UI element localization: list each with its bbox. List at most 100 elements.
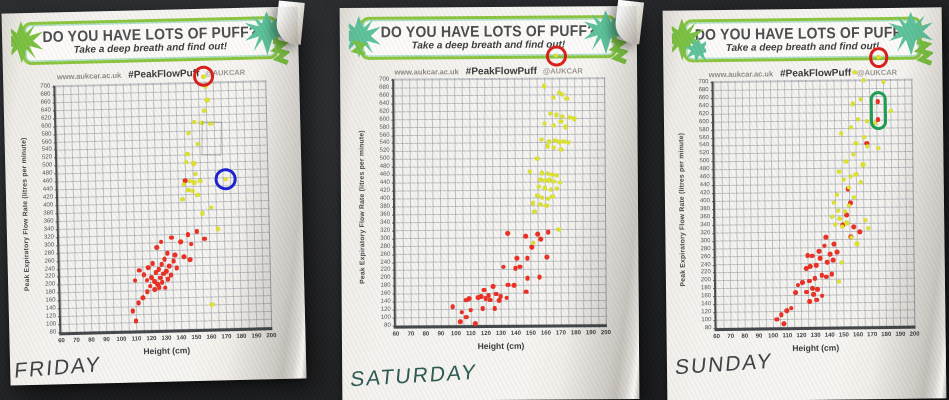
x-tick-mark (181, 329, 183, 333)
y-tick-mark (54, 181, 58, 183)
yellow-data-point (834, 192, 839, 197)
y-tick-label: 600 (379, 116, 390, 123)
y-tick-label: 520 (41, 154, 53, 162)
y-tick-mark (710, 121, 714, 123)
yellow-data-point (567, 115, 573, 120)
x-tick-mark (395, 325, 397, 329)
yellow-data-point (551, 179, 556, 184)
x-tick-mark (68, 332, 70, 336)
x-tick-mark (106, 331, 108, 335)
y-tick-label: 580 (699, 126, 710, 133)
y-tick-label: 700 (379, 76, 390, 83)
x-tick-mark (872, 326, 874, 330)
y-tick-label: 300 (700, 237, 711, 244)
red-data-point (152, 287, 158, 292)
yellow-data-point (539, 170, 544, 176)
yellow-data-point (210, 302, 215, 307)
red-data-point (463, 314, 469, 320)
red-data-point (804, 289, 810, 295)
red-data-point (136, 300, 142, 306)
x-tick-mark (794, 327, 796, 331)
links-row: www.aukcar.ac.uk #PeakFlowPuff @AUKCAR (340, 62, 637, 77)
x-tick-mark (538, 324, 540, 328)
y-tick-label: 600 (698, 118, 710, 125)
y-tick-label: 620 (40, 115, 52, 122)
y-tick-label: 480 (699, 166, 710, 173)
yellow-data-point (193, 171, 198, 176)
y-tick-mark (392, 317, 396, 319)
red-data-point (537, 275, 542, 280)
y-tick-mark (392, 222, 396, 224)
red-data-point (136, 268, 142, 273)
y-tick-mark (711, 185, 715, 187)
y-tick-mark (54, 173, 58, 175)
yellow-data-point (836, 169, 842, 174)
yellow-data-point (835, 208, 841, 213)
yellow-data-point (539, 137, 544, 142)
y-tick-mark (710, 105, 714, 107)
y-tick-mark (54, 157, 58, 159)
yellow-data-point (550, 172, 555, 177)
y-tick-mark (710, 113, 714, 115)
x-tick-label: 200 (266, 333, 277, 340)
yellow-data-point (539, 195, 545, 200)
yellow-data-point (860, 162, 866, 167)
red-data-point (150, 260, 156, 266)
red-data-point (523, 289, 529, 295)
red-data-point (187, 256, 193, 262)
y-tick-label: 220 (380, 267, 391, 274)
x-tick-mark (91, 331, 93, 335)
x-tick-mark (716, 328, 718, 332)
x-tick-mark (508, 324, 510, 328)
y-tick-label: 80 (704, 325, 712, 332)
x-tick-mark (737, 327, 739, 331)
handwritten-day-label: SUNDAY (674, 349, 774, 380)
red-data-point (188, 241, 194, 247)
plot-area: Height (cm) 80 100 120 140 160 180 200 220 240 26… (698, 47, 920, 353)
x-tick-mark (433, 325, 435, 329)
x-tick-mark (143, 330, 145, 334)
yellow-data-point (572, 116, 577, 121)
x-tick-mark (886, 325, 888, 330)
y-tick-label: 440 (699, 182, 710, 189)
yellow-data-point (542, 84, 547, 89)
y-tick-mark (56, 268, 60, 270)
yellow-data-point (550, 194, 555, 199)
y-tick-mark (391, 103, 395, 105)
y-tick-mark (391, 79, 395, 81)
y-tick-label: 540 (379, 140, 390, 147)
yellow-data-point (536, 184, 541, 189)
red-data-point (475, 294, 481, 300)
x-tick-mark (568, 324, 570, 328)
y-tick-label: 500 (699, 158, 710, 165)
y-tick-mark (391, 143, 395, 145)
y-tick-mark (57, 316, 61, 318)
red-data-point (523, 233, 529, 239)
red-data-point (178, 239, 184, 245)
y-tick-label: 580 (41, 131, 52, 138)
yellow-data-point (853, 141, 858, 146)
y-tick-label: 120 (701, 309, 712, 316)
yellow-data-point (538, 202, 543, 207)
red-data-point (514, 255, 520, 261)
red-data-point (829, 271, 835, 277)
yellow-data-point (551, 95, 556, 100)
red-data-point (813, 262, 819, 268)
red-data-point (156, 284, 162, 290)
red-data-point (812, 276, 818, 281)
y-tick-label: 640 (698, 102, 709, 110)
red-data-point (457, 319, 463, 325)
handwritten-day-label: SATURDAY (349, 360, 479, 392)
x-tick-mark (583, 324, 585, 328)
y-tick-label: 360 (700, 214, 711, 221)
x-tick-mark (590, 324, 592, 328)
y-tick-mark (711, 145, 715, 147)
y-tick-label: 420 (379, 187, 390, 194)
red-data-point (817, 255, 823, 261)
poster-sunday: DO YOU HAVE LOTS OF PUFF? Take a deep br… (661, 7, 947, 400)
red-data-point (133, 318, 139, 324)
yellow-data-point (191, 161, 196, 166)
y-tick-mark (392, 278, 396, 280)
red-data-point (811, 291, 817, 297)
website-text: www.aukcar.ac.uk (394, 67, 459, 77)
